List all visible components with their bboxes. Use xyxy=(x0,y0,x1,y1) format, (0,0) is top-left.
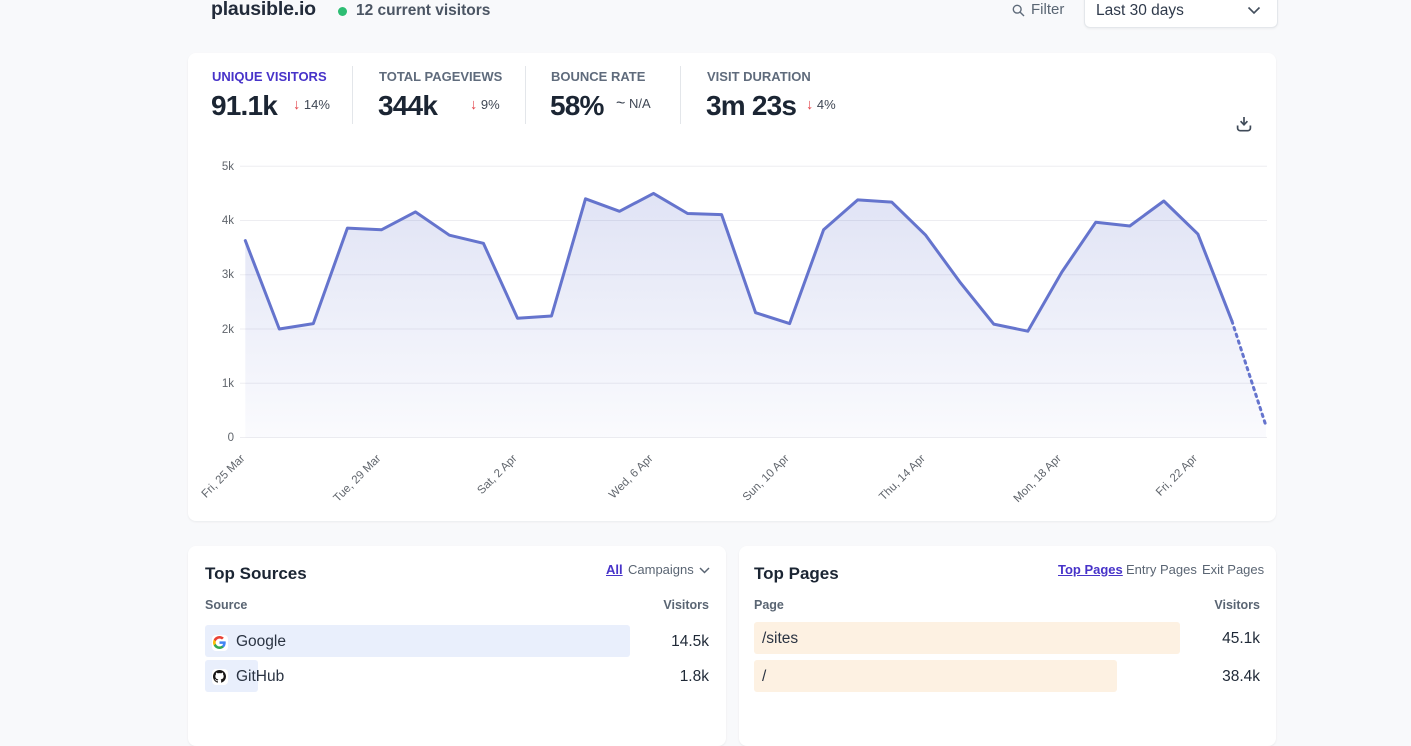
svg-text:Tue, 29 Mar: Tue, 29 Mar xyxy=(331,453,383,505)
svg-text:1k: 1k xyxy=(222,378,234,390)
svg-text:0: 0 xyxy=(228,432,234,444)
svg-text:4k: 4k xyxy=(222,215,234,227)
svg-text:5k: 5k xyxy=(222,161,234,173)
svg-text:Thu, 14 Apr: Thu, 14 Apr xyxy=(877,453,928,504)
svg-text:Fri, 25 Mar: Fri, 25 Mar xyxy=(200,453,248,501)
svg-text:Fri, 22 Apr: Fri, 22 Apr xyxy=(1154,453,1200,499)
svg-text:2k: 2k xyxy=(222,324,234,336)
svg-text:3k: 3k xyxy=(222,269,234,281)
svg-text:Wed, 6 Apr: Wed, 6 Apr xyxy=(607,453,656,502)
svg-text:Sun, 10 Apr: Sun, 10 Apr xyxy=(741,453,792,504)
svg-text:Mon, 18 Apr: Mon, 18 Apr xyxy=(1012,453,1064,505)
svg-text:Sat, 2 Apr: Sat, 2 Apr xyxy=(475,453,519,497)
